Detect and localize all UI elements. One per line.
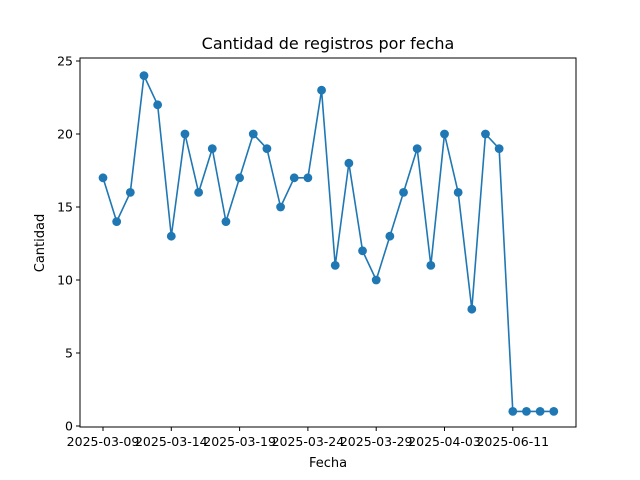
- y-axis-ticks: 0 5 10 15 20 25: [57, 54, 80, 434]
- chart-title: Cantidad de registros por fecha: [202, 34, 455, 53]
- data-point: [166, 231, 176, 241]
- data-point: [221, 217, 231, 227]
- x-tick-label: 2025-03-29: [340, 434, 413, 449]
- x-tick-label: 2025-03-19: [203, 434, 276, 449]
- data-point: [289, 173, 299, 183]
- data-point: [194, 188, 204, 197]
- data-point: [453, 188, 463, 197]
- y-tick-label: 10: [57, 273, 73, 288]
- y-tick-label: 20: [57, 127, 73, 142]
- data-point: [276, 202, 285, 212]
- data-point: [303, 173, 313, 183]
- data-point: [440, 129, 449, 139]
- data-point: [317, 85, 326, 95]
- data-point: [467, 304, 477, 314]
- data-point: [508, 407, 518, 416]
- data-point: [399, 188, 408, 197]
- data-point: [522, 407, 531, 416]
- x-tick-label: 2025-03-24: [272, 434, 345, 449]
- y-axis-label: Cantidad: [33, 214, 48, 272]
- data-point: [262, 144, 272, 154]
- x-tick-label: 2025-04-03: [408, 434, 481, 449]
- x-axis-label: Fecha: [309, 456, 347, 471]
- data-point: [153, 100, 163, 110]
- data-point: [494, 144, 504, 154]
- x-axis-ticks: 2025-03-092025-03-142025-03-192025-03-24…: [67, 427, 549, 449]
- data-point: [125, 188, 135, 197]
- data-point: [330, 261, 340, 270]
- y-tick-label: 15: [57, 200, 73, 215]
- data-point: [535, 407, 545, 416]
- data-point: [98, 173, 108, 183]
- series-line: [102, 74, 554, 413]
- data-point: [412, 144, 422, 154]
- plot-area: [98, 71, 559, 416]
- data-point: [481, 129, 490, 139]
- y-tick-label: 0: [65, 419, 73, 434]
- data-point: [207, 144, 217, 154]
- data-point: [180, 129, 190, 139]
- data-point: [235, 173, 245, 183]
- data-point: [248, 129, 258, 139]
- x-tick-label: 2025-03-14: [135, 434, 208, 449]
- axes-frame: [79, 57, 577, 428]
- x-tick-label: 2025-03-09: [67, 434, 140, 449]
- y-tick-label: 5: [65, 346, 73, 361]
- y-tick-label: 25: [57, 54, 73, 69]
- data-point: [358, 246, 367, 256]
- data-point: [385, 231, 395, 241]
- data-point: [549, 407, 559, 416]
- data-point: [426, 261, 436, 270]
- data-point: [139, 71, 149, 80]
- data-point: [344, 158, 354, 168]
- data-point: [371, 275, 381, 285]
- data-point: [112, 217, 122, 227]
- x-tick-label: 2025-06-11: [476, 434, 549, 449]
